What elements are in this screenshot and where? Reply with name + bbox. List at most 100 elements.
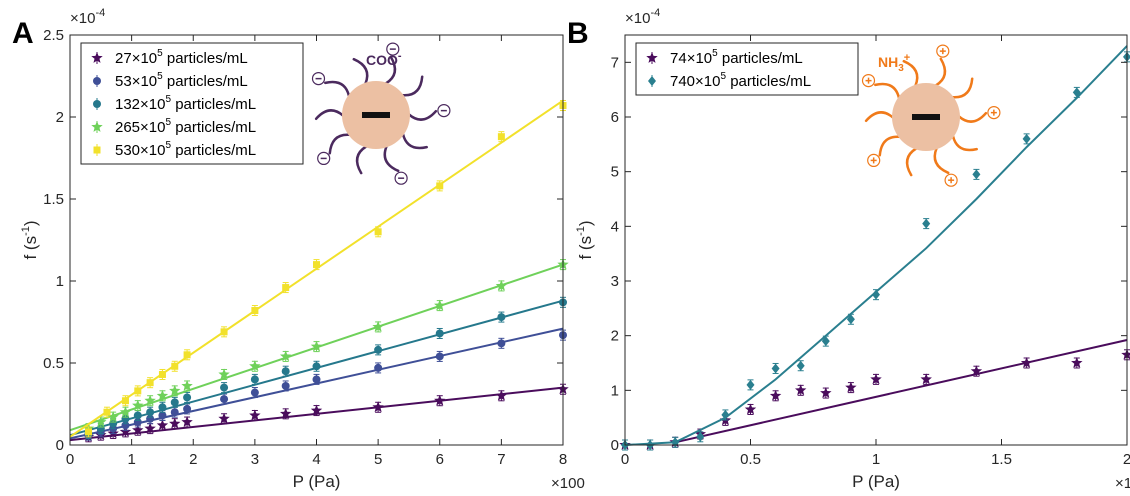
ligand-chain [951,77,974,99]
data-point [1072,87,1081,98]
data-point [769,389,782,401]
ligand-chain [328,133,351,155]
data-point [845,381,857,393]
legend-box [635,42,859,96]
data-point [374,228,382,236]
ligand-chain [933,146,950,175]
chart-panel-a: A 0 1 2 3 4 5 6 7 8 0 0.5 1 1.5 2 2.5 P (Pa) f (s-1) ×100 ×… [12,7,585,492]
data-point [312,375,321,384]
legend-marker [93,77,101,85]
particle-inset: COO- [311,42,451,185]
legend-marker [93,100,101,108]
data-point [249,360,261,372]
data-point [281,381,290,390]
fit-line [674,339,1128,444]
data-point [171,362,179,370]
data-point [218,412,230,424]
data-point [121,397,129,405]
ligand-chain [934,57,947,87]
x-tick-label: 0 [66,451,74,468]
data-point [183,351,191,359]
data-point [158,411,167,420]
y-tick-label: 0 [56,437,64,454]
ligand-chain [384,55,397,85]
core-charge-minus [912,114,940,120]
data-point [497,133,505,141]
series-3 [69,296,567,440]
data-point [146,408,155,417]
data-point [821,336,830,347]
data-point [169,384,181,396]
data-point [281,367,290,376]
data-point [119,406,132,418]
y-axis-label: f (s-1) [20,220,40,259]
data-point [820,387,832,398]
ligand-chain [874,82,901,100]
x-tick-label: 4 [312,451,320,468]
data-point [251,307,259,315]
ligand-chain [401,75,424,97]
data-point [922,218,931,229]
series-4 [69,258,569,435]
data-point [794,384,807,396]
data-point [372,320,384,332]
data-point [310,340,323,352]
x-tick-label: 1.5 [991,451,1012,468]
x-tick-label: 8 [559,451,567,468]
x-axis-label: P (Pa) [852,472,900,491]
x-tick-label: 2 [1123,451,1130,468]
data-point [435,329,444,338]
data-point [134,387,142,395]
y-tick-label: 5 [611,164,619,181]
data-point [870,373,882,385]
core-charge-minus [362,112,390,118]
data-point [920,373,932,385]
ligand-chain [902,59,919,88]
x-axis-multiplier: ×100 [1115,475,1130,492]
legend-marker [646,52,658,63]
data-point [1020,357,1033,368]
legend-entry: 740×105 particles/mL [670,71,811,90]
y-tick-label: 1.5 [43,191,64,208]
data-point [744,403,757,415]
data-point [249,409,261,421]
chart-panel-b: B 0 0.5 1 1.5 2 0 1 2 3 4 5 6 7 P (Pa) f (s-1) ×100 ×10-4… [567,7,1130,492]
y-axis-label: f (s-1) [575,220,595,259]
data-point [872,289,880,300]
data-point [250,375,259,384]
data-point [220,328,228,336]
data-point [279,350,292,362]
data-point [84,428,92,436]
data-point [144,394,156,406]
legend-marker [648,76,656,86]
data-point [497,313,506,322]
data-point [103,408,111,416]
data-point [156,419,169,431]
panel-label: A [12,17,34,50]
data-point [181,416,193,427]
y-axis-multiplier: ×10-4 [625,7,660,27]
ligand-chain [957,111,988,123]
x-tick-label: 1 [127,451,135,468]
x-tick-label: 0.5 [740,451,761,468]
data-point [132,399,144,411]
y-tick-label: 3 [611,273,619,290]
x-tick-label: 3 [251,451,259,468]
data-point [313,261,320,269]
y-tick-label: 2.5 [43,27,64,44]
data-point [170,398,179,407]
series-1 [619,339,1130,451]
y-tick-label: 1 [56,273,64,290]
y-tick-label: 4 [611,218,619,235]
data-point [169,417,181,429]
data-point [183,393,192,402]
x-tick-label: 7 [497,451,505,468]
ligand-chain [864,111,895,123]
legend-marker [93,146,101,154]
data-point [1071,357,1083,368]
y-tick-label: 2 [56,109,64,126]
data-point [721,409,730,420]
data-point [146,379,154,387]
panel-label: B [567,17,589,50]
data-point [170,408,179,417]
